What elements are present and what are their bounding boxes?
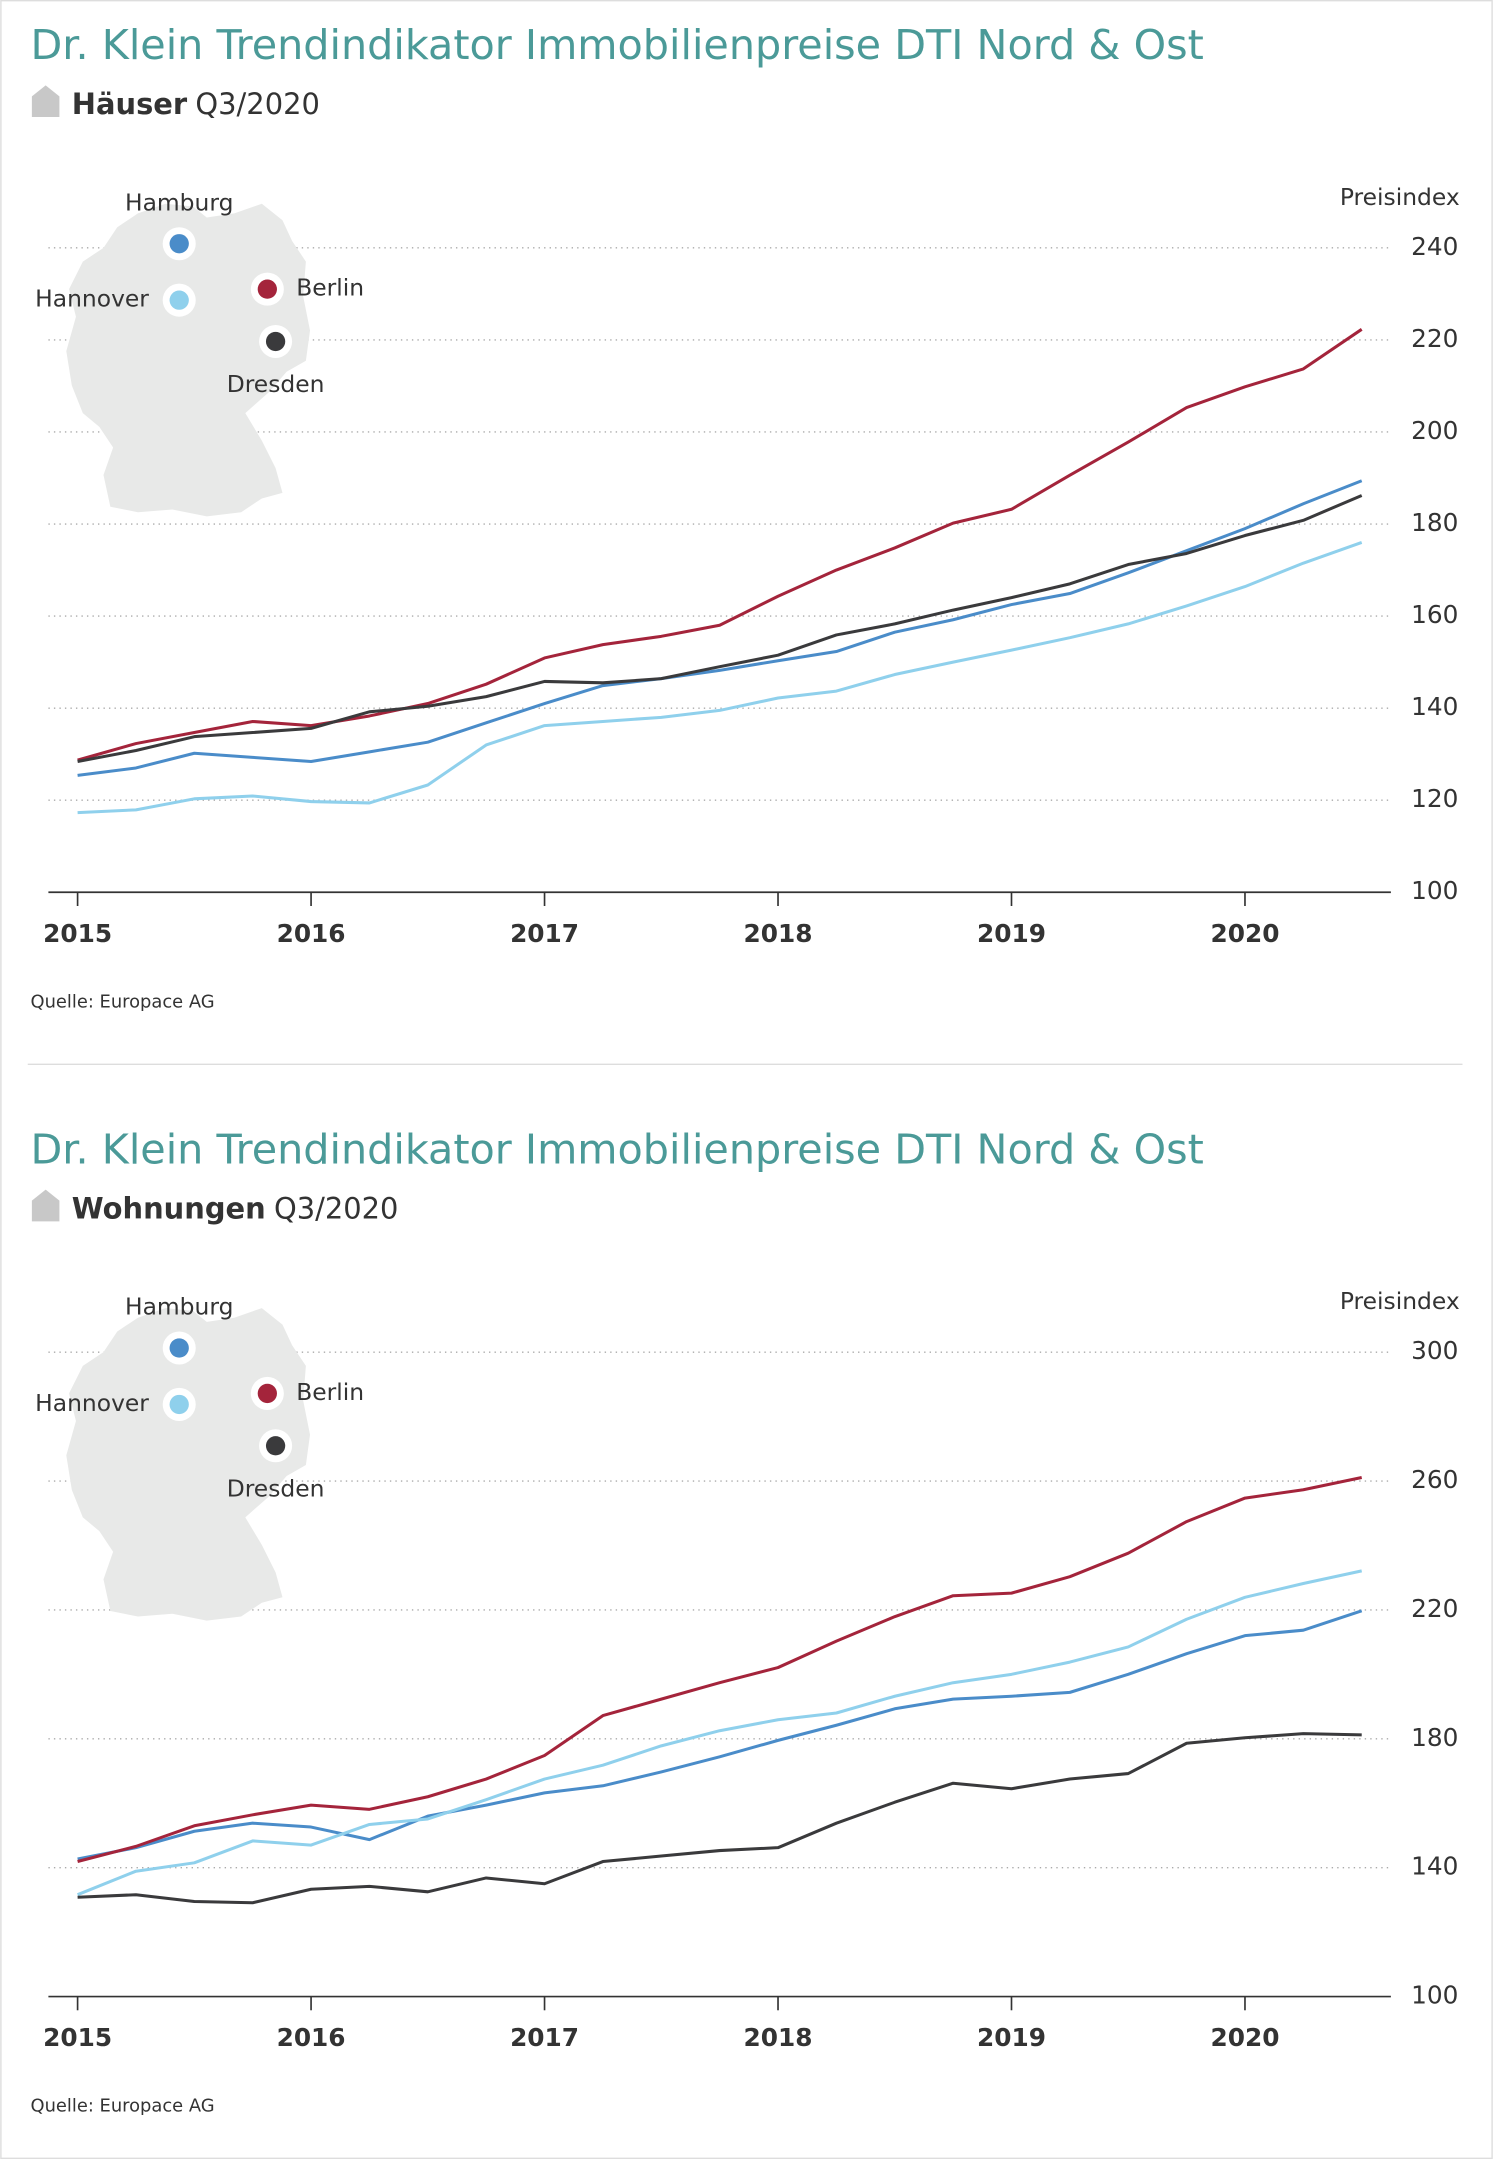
- series-line: [77, 1609, 1363, 1861]
- y-axis-label: Preisindex: [1340, 1287, 1460, 1315]
- source: Quelle: Europace AG: [31, 991, 215, 1012]
- y-tick-label: 160: [1411, 600, 1458, 629]
- legend-dot: [257, 1383, 277, 1404]
- chart: Dr. Klein Trendindikator Immobilienpreis…: [31, 1125, 1460, 2116]
- x-tick-label: 2017: [510, 919, 579, 948]
- y-tick-label: 100: [1411, 1981, 1458, 2010]
- legend-dot: [169, 1394, 189, 1415]
- y-tick-label: 220: [1411, 324, 1458, 353]
- x-tick-label: 2017: [510, 2023, 579, 2052]
- legend-label: Dresden: [227, 1474, 325, 1502]
- legend-label: Hamburg: [125, 188, 233, 216]
- y-tick-label: 180: [1411, 508, 1458, 537]
- legend-dot: [169, 234, 189, 254]
- y-tick-label: 100: [1411, 876, 1458, 905]
- legend-label: Hamburg: [125, 1293, 233, 1321]
- legend-label: Berlin: [296, 1378, 364, 1406]
- chart: Dr. Klein Trendindikator Immobilienpreis…: [31, 21, 1460, 1012]
- series-line: [77, 494, 1363, 764]
- subtitle-date: Q3/2020: [195, 87, 319, 121]
- legend-dot: [169, 290, 189, 310]
- y-tick-label: 180: [1411, 1723, 1458, 1752]
- map: [66, 1308, 311, 1621]
- legend-label: Hannover: [35, 1389, 149, 1417]
- x-tick-label: 2020: [1211, 2023, 1280, 2052]
- y-tick-label: 220: [1411, 1594, 1458, 1623]
- house-icon: [31, 85, 60, 118]
- y-tick-label: 140: [1411, 692, 1458, 721]
- legend-dot: [265, 331, 286, 352]
- legend-label: Berlin: [296, 274, 364, 302]
- source: Quelle: Europace AG: [31, 2096, 215, 2117]
- x-tick-label: 2016: [277, 2023, 346, 2052]
- x-tick-label: 2015: [43, 919, 112, 948]
- subtitle: Wohnungen Q3/2020: [72, 1191, 399, 1225]
- x-tick-label: 2018: [744, 919, 813, 948]
- series-line: [77, 328, 1363, 762]
- y-tick-label: 140: [1411, 1852, 1458, 1881]
- chart-title: Dr. Klein Trendindikator Immobilienpreis…: [31, 21, 1204, 69]
- subtitle: Häuser Q3/2020: [72, 87, 320, 121]
- x-tick-label: 2018: [744, 2023, 813, 2052]
- x-tick-label: 2019: [977, 2023, 1046, 2052]
- legend-dot: [265, 1436, 286, 1456]
- house-icon: [31, 1189, 60, 1222]
- legend-label: Dresden: [227, 370, 325, 398]
- y-axis-label: Preisindex: [1340, 183, 1460, 211]
- x-tick-label: 2020: [1211, 919, 1280, 948]
- series-line: [77, 1732, 1362, 1905]
- subtitle-date: Q3/2020: [274, 1191, 398, 1225]
- series-line: [77, 540, 1363, 815]
- series-line: [77, 1569, 1363, 1897]
- legend-dot: [257, 279, 277, 299]
- y-tick-label: 120: [1411, 784, 1458, 813]
- series-line: [77, 479, 1363, 777]
- y-tick-label: 260: [1411, 1465, 1458, 1494]
- y-tick-label: 240: [1411, 232, 1458, 261]
- y-tick-label: 200: [1411, 416, 1458, 445]
- chart-title: Dr. Klein Trendindikator Immobilienpreis…: [31, 1125, 1204, 1173]
- x-tick-label: 2016: [277, 919, 346, 948]
- y-tick-label: 300: [1411, 1336, 1458, 1365]
- subtitle-bold: Wohnungen: [72, 1191, 266, 1225]
- series-line: [77, 1475, 1363, 1863]
- x-tick-label: 2019: [977, 919, 1046, 948]
- map: [66, 203, 311, 517]
- legend-label: Hannover: [35, 285, 149, 313]
- legend-dot: [169, 1338, 189, 1358]
- x-tick-label: 2015: [43, 2023, 112, 2052]
- subtitle-bold: Häuser: [72, 87, 188, 121]
